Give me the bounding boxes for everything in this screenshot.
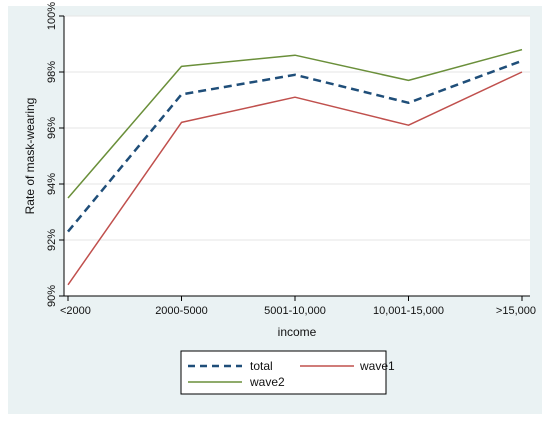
x-tick-label: 2000-5000 — [155, 305, 208, 317]
plot-area — [64, 16, 530, 296]
y-tick-label: 90% — [46, 285, 58, 307]
x-tick-label: >15,000 — [496, 305, 536, 317]
x-tick-label: 10,001-15,000 — [373, 305, 444, 317]
legend-label-wave1: wave1 — [359, 359, 395, 373]
y-tick-label: 92% — [46, 229, 58, 251]
series-lines — [67, 48, 523, 286]
y-tick-label: 98% — [46, 61, 58, 83]
series-line-wave1 — [67, 71, 523, 286]
x-axis-title: income — [278, 325, 317, 339]
x-tick-label: <2000 — [60, 305, 91, 317]
legend-label-total: total — [250, 359, 273, 373]
legend-label-wave2: wave2 — [249, 375, 285, 389]
x-ticks: <2000 2000-5000 5001-10,000 10,001-15,000 >1… — [60, 296, 536, 317]
legend: total wave1 wave2 — [180, 350, 395, 395]
y-axis-title: Rate of mask-wearing — [23, 98, 37, 215]
legend-box — [180, 350, 387, 395]
y-tick-label: 96% — [46, 117, 58, 139]
x-tick-label: 5001-10,000 — [264, 305, 326, 317]
y-tick-label: 94% — [46, 173, 58, 195]
gridlines — [64, 15, 530, 241]
y-ticks: 90% 92% 94% 96% 98% 100% — [46, 2, 64, 307]
y-tick-label: 100% — [46, 2, 58, 30]
series-line-wave2 — [67, 48, 523, 199]
series-line-total — [67, 59, 523, 233]
